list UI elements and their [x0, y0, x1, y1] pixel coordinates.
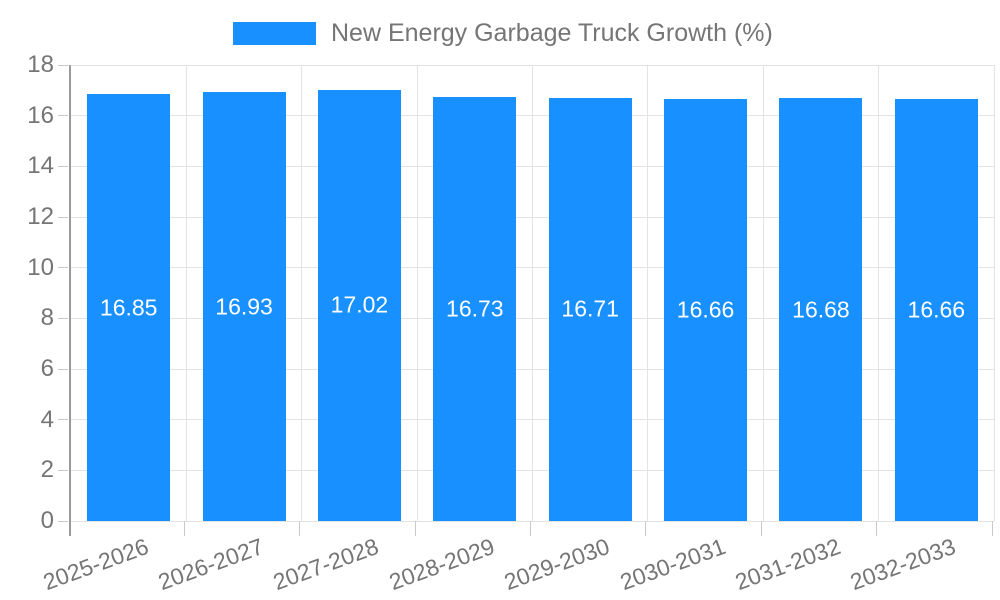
- bar[interactable]: 16.93: [202, 92, 286, 521]
- bar[interactable]: 16.73: [433, 97, 517, 521]
- x-axis-tick: [645, 521, 647, 536]
- y-tick-label: 18: [27, 51, 54, 78]
- y-axis-tick: [58, 368, 68, 370]
- y-axis-tick: [58, 469, 68, 471]
- y-tick-label: 4: [40, 405, 54, 433]
- y-axis-tick: [58, 419, 68, 421]
- x-axis-tick: [183, 521, 185, 536]
- plot-area: 16.85 16.93 17.02 16.73 16.71 16.66 16.68 16.66: [69, 64, 995, 522]
- y-tick-label: 6: [40, 355, 54, 382]
- x-axis-tick: [760, 521, 762, 536]
- gridline-v: [301, 65, 303, 521]
- bar-value-label: 16.93: [215, 293, 273, 320]
- bar-value-label: 16.85: [99, 294, 158, 321]
- bar[interactable]: 16.68: [779, 98, 863, 521]
- bar[interactable]: 17.02: [317, 89, 401, 521]
- legend-label: New Energy Garbage Truck Growth (%): [331, 19, 773, 47]
- y-axis-tick: [58, 115, 68, 117]
- bar-value-label: 16.68: [792, 296, 850, 323]
- y-tick-label: 14: [27, 152, 54, 180]
- bar-value-label: 16.73: [446, 295, 504, 322]
- bar[interactable]: 16.66: [894, 98, 978, 521]
- gridline-v: [647, 65, 649, 521]
- y-axis-line: [69, 521, 71, 536]
- gridline-v: [762, 65, 764, 521]
- y-axis-tick: [58, 165, 68, 167]
- x-axis-tick: [991, 521, 993, 536]
- y-tick-label: 0: [40, 507, 54, 534]
- y-tick-label: 10: [27, 253, 54, 281]
- gridline-v: [993, 65, 995, 521]
- bar-value-label: 16.66: [676, 296, 735, 323]
- gridline-v: [878, 65, 880, 521]
- legend-swatch: [233, 22, 316, 45]
- y-axis-tick: [58, 216, 68, 218]
- gridline-v: [532, 65, 533, 521]
- x-axis-tick: [299, 521, 301, 536]
- y-tick-label: 8: [40, 304, 54, 332]
- y-tick-label: 12: [27, 203, 54, 230]
- bar[interactable]: 16.71: [548, 97, 632, 521]
- x-axis-tick: [876, 521, 878, 536]
- legend: New Energy Garbage Truck Growth (%): [233, 19, 773, 48]
- y-axis-tick: [58, 64, 68, 66]
- y-axis-tick: [58, 267, 68, 269]
- x-axis-tick: [530, 521, 531, 536]
- bar[interactable]: 16.85: [87, 94, 171, 521]
- bar[interactable]: 16.66: [664, 98, 748, 521]
- gridline-v: [185, 65, 187, 521]
- y-axis-tick: [58, 520, 68, 522]
- gridline-v: [416, 65, 418, 521]
- gridline-h: [71, 520, 994, 522]
- bar-value-label: 16.71: [561, 295, 619, 322]
- bar-value-label: 16.66: [907, 296, 966, 323]
- y-axis-tick: [58, 317, 68, 319]
- y-tick-label: 2: [40, 456, 54, 484]
- x-axis-tick: [414, 521, 416, 536]
- y-tick-label: 16: [27, 101, 54, 129]
- bar-value-label: 17.02: [330, 291, 389, 318]
